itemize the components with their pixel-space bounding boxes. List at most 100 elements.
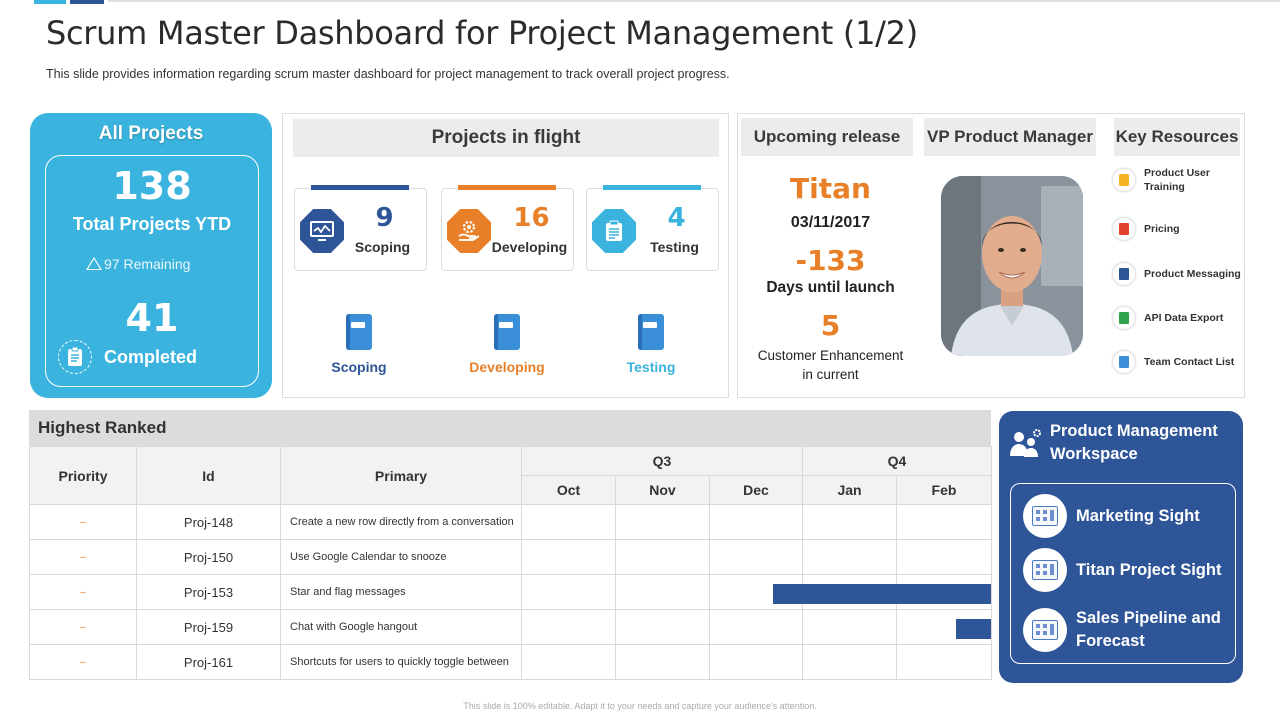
developing-count: 16 bbox=[513, 203, 550, 233]
id-cell: Proj-150 bbox=[136, 539, 281, 575]
priority-cell: – bbox=[29, 644, 137, 680]
release-date: 03/11/2017 bbox=[790, 214, 871, 231]
ranked-grid: Priority Id Primary Q3 Q4 Oct Nov Dec Ja… bbox=[29, 446, 992, 680]
vp-product-manager-heading: VP Product Manager bbox=[924, 118, 1096, 156]
vp-portrait-photo bbox=[941, 176, 1083, 356]
gantt-bar-proj-153 bbox=[773, 584, 991, 604]
days-until-launch-value: -133 bbox=[795, 244, 866, 277]
resource-label: Product Messaging bbox=[1144, 268, 1241, 280]
gear-hand-icon bbox=[447, 209, 491, 253]
timeline-cell bbox=[709, 504, 803, 540]
testing-stat: 4 Testing bbox=[586, 185, 719, 271]
timeline-cell bbox=[896, 504, 992, 540]
upcoming-release-heading: Upcoming release bbox=[741, 118, 913, 156]
stat-bar bbox=[311, 185, 409, 190]
enhancement-label-line: in current bbox=[802, 367, 859, 382]
id-cell: Proj-159 bbox=[136, 609, 281, 645]
testing-book-label: Testing bbox=[626, 359, 676, 375]
workspace-item-label: Marketing Sight bbox=[1076, 506, 1200, 525]
accent-segment bbox=[108, 0, 1280, 2]
month-header: Jan bbox=[802, 475, 897, 505]
scoping-label: Scoping bbox=[354, 239, 411, 255]
timeline-cell bbox=[521, 539, 616, 575]
scoping-stat: 9 Scoping bbox=[294, 185, 427, 271]
customer-enhancement-value: 5 bbox=[820, 309, 841, 342]
resource-label: Product User Training bbox=[1144, 166, 1210, 194]
primary-header: Primary bbox=[280, 446, 522, 505]
table-row: – Proj-148 Create a new row directly fro… bbox=[29, 504, 992, 540]
primary-cell: Shortcuts for users to quickly toggle be… bbox=[280, 644, 522, 680]
developing-stat: 16 Developing bbox=[441, 185, 574, 271]
developing-book-label: Developing bbox=[469, 359, 545, 375]
resource-team-contact-list[interactable]: Team Contact List bbox=[1112, 350, 1246, 374]
book-icon bbox=[346, 314, 372, 350]
resource-label: Pricing bbox=[1144, 223, 1180, 235]
dashboard-screen-icon bbox=[1023, 608, 1067, 652]
sheet-icon bbox=[1112, 306, 1136, 330]
release-name: Titan bbox=[790, 172, 871, 205]
footer-note: This slide is 100% editable. Adapt it to… bbox=[463, 701, 817, 711]
developing-label: Developing bbox=[491, 239, 568, 255]
page-title: Scrum Master Dashboard for Project Manag… bbox=[46, 14, 918, 52]
priority-cell: – bbox=[29, 539, 137, 575]
timeline-cell bbox=[615, 574, 710, 610]
timeline-cell bbox=[615, 609, 710, 645]
timeline-cell bbox=[521, 609, 616, 645]
priority-header: Priority bbox=[29, 446, 137, 505]
workspace-heading: Product Management Workspace bbox=[1050, 420, 1235, 466]
priority-cell: – bbox=[29, 609, 137, 645]
workspace-item-label: Sales Pipeline and Forecast bbox=[1076, 607, 1221, 653]
timeline-cell bbox=[896, 539, 992, 575]
priority-cell: – bbox=[29, 504, 137, 540]
highest-ranked-table: Highest Ranked Priority Id Primary Q3 Q4… bbox=[29, 410, 992, 683]
resource-label-line: Training bbox=[1144, 181, 1185, 193]
priority-cell: – bbox=[29, 574, 137, 610]
workspace-item-label-line: Forecast bbox=[1076, 632, 1145, 650]
key-resources-heading: Key Resources bbox=[1114, 118, 1240, 156]
resource-label-line: Product User bbox=[1144, 167, 1210, 179]
table-row: – Proj-150 Use Google Calendar to snooze bbox=[29, 539, 992, 575]
table-row: – Proj-161 Shortcuts for users to quickl… bbox=[29, 644, 992, 680]
month-header: Oct bbox=[521, 475, 616, 505]
remaining-projects: 97 Remaining bbox=[86, 256, 190, 272]
resource-product-user-training[interactable]: Product User Training bbox=[1112, 166, 1246, 194]
word-icon bbox=[1112, 262, 1136, 286]
pdf-icon bbox=[1112, 217, 1136, 241]
table-row: – Proj-159 Chat with Google hangout bbox=[29, 609, 992, 645]
workspace-heading-line: Workspace bbox=[1050, 445, 1138, 463]
developing-book: Developing bbox=[442, 314, 572, 375]
total-projects-value: 138 bbox=[112, 164, 192, 208]
workspace-item-marketing-sight[interactable]: Marketing Sight bbox=[1023, 494, 1233, 538]
chart-monitor-icon bbox=[300, 209, 344, 253]
scoping-count: 9 bbox=[375, 203, 394, 233]
workspace-list: Marketing Sight Titan Project Sight Sale… bbox=[1010, 483, 1236, 664]
timeline-cell bbox=[802, 609, 897, 645]
workspace-item-label-line: Sales Pipeline and bbox=[1076, 609, 1221, 627]
resource-product-messaging[interactable]: Product Messaging bbox=[1112, 262, 1246, 286]
workspace-item-sales-pipeline[interactable]: Sales Pipeline and Forecast bbox=[1023, 607, 1233, 653]
clipboard-icon bbox=[592, 209, 636, 253]
stat-bar bbox=[458, 185, 556, 190]
id-cell: Proj-148 bbox=[136, 504, 281, 540]
resource-api-data-export[interactable]: API Data Export bbox=[1112, 306, 1246, 330]
testing-count: 4 bbox=[667, 203, 686, 233]
month-header: Feb bbox=[896, 475, 992, 505]
workspace-item-titan-project-sight[interactable]: Titan Project Sight bbox=[1023, 548, 1233, 592]
timeline-cell bbox=[802, 539, 897, 575]
testing-book: Testing bbox=[586, 314, 716, 375]
timeline-cell bbox=[802, 504, 897, 540]
product-management-workspace: Product Management Workspace Marketing S… bbox=[999, 411, 1243, 683]
top-accent-bar bbox=[0, 0, 1280, 4]
primary-cell: Use Google Calendar to snooze bbox=[280, 539, 522, 575]
timeline-cell bbox=[521, 644, 616, 680]
timeline-cell bbox=[615, 539, 710, 575]
total-projects-label: Total Projects YTD bbox=[72, 214, 232, 234]
resource-pricing[interactable]: Pricing bbox=[1112, 217, 1246, 241]
testing-label: Testing bbox=[650, 239, 699, 255]
timeline-cell bbox=[709, 609, 803, 645]
timeline-cell bbox=[802, 644, 897, 680]
remaining-text: 97 Remaining bbox=[104, 256, 191, 272]
timeline-cell bbox=[615, 504, 710, 540]
all-projects-card: All Projects 138 Total Projects YTD 97 R… bbox=[30, 113, 272, 398]
timeline-cell bbox=[615, 644, 710, 680]
